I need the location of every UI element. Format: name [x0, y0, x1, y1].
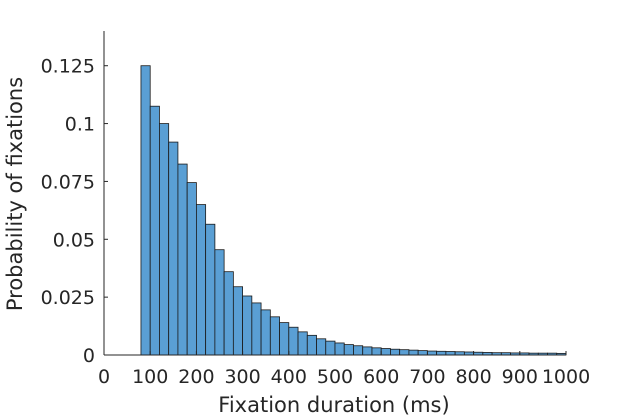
y-tick-label: 0.125 [41, 56, 95, 78]
x-axis-title: Fixation duration (ms) [218, 393, 449, 417]
histogram-bars [140, 65, 567, 356]
histogram-bar [168, 141, 179, 356]
histogram-bar [362, 346, 373, 356]
y-tick-label: 0.05 [53, 229, 95, 251]
histogram-bar [436, 350, 447, 356]
y-tick-label: 0.075 [41, 171, 95, 193]
y-tick-label: 0.025 [41, 287, 95, 309]
histogram-bar [371, 347, 382, 356]
y-axis-ticks: 0 0.025 0.05 0.075 0.1 0.125 [41, 56, 108, 367]
histogram-bar [445, 351, 456, 356]
histogram-bar [306, 334, 317, 356]
y-axis-title: Probability of fixations [3, 77, 27, 311]
histogram-bar [426, 350, 438, 356]
histogram-bar [269, 316, 280, 356]
histogram-bar [232, 286, 244, 356]
histogram-bar [214, 249, 225, 356]
histogram-bar [288, 326, 299, 356]
histogram-bar [205, 223, 216, 356]
histogram-bar [159, 123, 170, 356]
histogram-bar [177, 163, 188, 356]
x-tick-label: 400 [271, 366, 307, 388]
histogram-bar [343, 344, 354, 356]
x-tick-label: 800 [455, 366, 491, 388]
histogram-bar [260, 309, 271, 356]
histogram-bar [279, 322, 290, 356]
x-tick-label: 500 [317, 366, 353, 388]
histogram-bar [242, 295, 253, 356]
y-tick-label: 0 [83, 345, 95, 367]
histogram-bar [149, 105, 160, 356]
x-tick-label: 0 [98, 366, 110, 388]
x-tick-label: 300 [224, 366, 260, 388]
histogram-bar [297, 331, 308, 356]
x-tick-label: 600 [363, 366, 399, 388]
histogram-bar [140, 65, 151, 356]
histogram-bar [390, 348, 401, 356]
histogram-bar [251, 302, 262, 356]
histogram-bar [399, 349, 410, 356]
histogram-bar [223, 271, 234, 356]
histogram-bar [334, 342, 345, 356]
x-tick-label: 1000 [542, 366, 590, 388]
histogram-bar [186, 182, 197, 356]
histogram-bar [325, 340, 336, 356]
y-tick-label: 0.1 [65, 114, 95, 136]
histogram-bar [353, 345, 364, 356]
x-tick-label: 700 [409, 366, 445, 388]
histogram-bar [316, 338, 327, 356]
histogram-bar [380, 348, 391, 356]
histogram-bar [408, 349, 419, 356]
histogram-bar [195, 204, 207, 356]
x-tick-label: 900 [502, 366, 538, 388]
x-tick-label: 200 [178, 366, 214, 388]
x-axis-ticks: 0 100 200 300 400 500 600 700 800 900 1000 [98, 351, 590, 388]
x-tick-label: 100 [132, 366, 168, 388]
histogram-bar [417, 350, 428, 356]
